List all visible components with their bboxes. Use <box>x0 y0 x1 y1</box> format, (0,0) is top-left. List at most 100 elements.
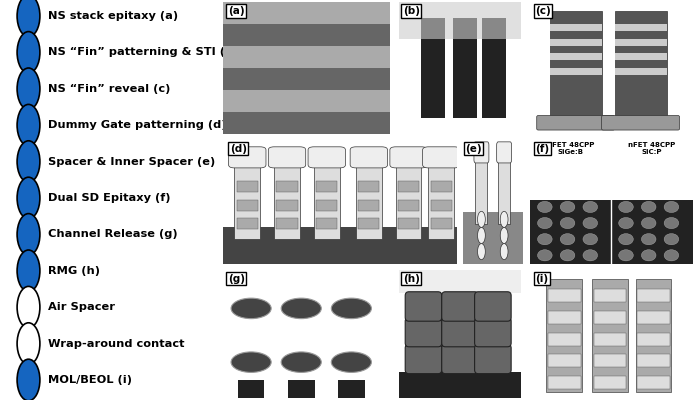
Bar <box>550 24 601 31</box>
Bar <box>316 181 338 192</box>
Bar <box>358 218 379 229</box>
Text: Spacer & Inner Spacer (e): Spacer & Inner Spacer (e) <box>48 157 216 167</box>
Bar <box>431 181 452 192</box>
Bar <box>237 181 258 192</box>
Text: (b): (b) <box>403 6 420 16</box>
Bar <box>594 376 626 389</box>
Text: RMG (h): RMG (h) <box>48 266 100 276</box>
Text: (h): (h) <box>403 274 420 284</box>
Bar <box>594 354 626 367</box>
FancyBboxPatch shape <box>442 292 478 321</box>
Bar <box>594 311 626 324</box>
Circle shape <box>17 68 40 110</box>
Bar <box>638 333 670 346</box>
Bar <box>358 200 379 211</box>
Circle shape <box>619 250 633 261</box>
Circle shape <box>537 218 552 229</box>
FancyBboxPatch shape <box>442 344 478 374</box>
Circle shape <box>619 218 633 229</box>
Circle shape <box>537 250 552 261</box>
Circle shape <box>477 228 485 244</box>
Text: NS “Fin” reveal (c): NS “Fin” reveal (c) <box>48 84 171 94</box>
Bar <box>223 112 390 134</box>
Ellipse shape <box>331 352 372 372</box>
Bar <box>638 376 670 389</box>
Bar <box>276 218 297 229</box>
Circle shape <box>583 250 598 261</box>
Ellipse shape <box>231 352 271 372</box>
Text: (c): (c) <box>535 6 551 16</box>
FancyBboxPatch shape <box>537 116 615 130</box>
Bar <box>550 11 601 124</box>
Bar <box>399 270 521 293</box>
Bar <box>429 150 454 239</box>
Circle shape <box>642 218 656 229</box>
Bar <box>611 200 693 264</box>
Circle shape <box>583 201 598 212</box>
Bar <box>550 54 601 60</box>
Bar <box>288 380 315 398</box>
Bar <box>548 354 580 367</box>
FancyBboxPatch shape <box>405 344 442 374</box>
FancyBboxPatch shape <box>228 147 266 168</box>
Bar <box>548 311 580 324</box>
Circle shape <box>17 323 40 364</box>
Bar <box>638 311 670 324</box>
Circle shape <box>560 201 575 212</box>
Bar <box>464 212 523 264</box>
Bar <box>530 200 611 264</box>
Bar <box>421 18 445 39</box>
Circle shape <box>664 234 679 245</box>
Bar <box>594 333 626 346</box>
Ellipse shape <box>281 352 322 372</box>
Circle shape <box>642 250 656 261</box>
Bar <box>316 218 338 229</box>
Bar <box>398 200 419 211</box>
Bar <box>237 218 258 229</box>
Bar <box>399 372 521 398</box>
Bar <box>550 39 601 46</box>
Bar <box>475 150 487 224</box>
FancyBboxPatch shape <box>475 292 511 321</box>
Bar <box>223 90 390 112</box>
Circle shape <box>560 218 575 229</box>
Circle shape <box>664 250 679 261</box>
Text: (g): (g) <box>228 274 245 284</box>
FancyBboxPatch shape <box>601 116 679 130</box>
Circle shape <box>664 201 679 212</box>
Bar <box>615 39 667 46</box>
Bar <box>431 218 452 229</box>
Bar <box>398 181 419 192</box>
FancyBboxPatch shape <box>422 147 460 168</box>
Circle shape <box>17 104 40 146</box>
Bar <box>548 289 580 302</box>
Bar <box>638 354 670 367</box>
FancyBboxPatch shape <box>405 292 442 321</box>
Bar <box>452 18 477 39</box>
Circle shape <box>17 177 40 219</box>
Bar <box>594 289 626 302</box>
Bar <box>615 24 667 31</box>
Bar <box>482 18 506 39</box>
FancyBboxPatch shape <box>405 317 442 347</box>
Text: (f): (f) <box>535 144 549 154</box>
Circle shape <box>17 250 40 292</box>
Circle shape <box>500 228 508 244</box>
Circle shape <box>560 250 575 261</box>
Bar <box>237 200 258 211</box>
Bar <box>638 289 670 302</box>
Circle shape <box>619 234 633 245</box>
Ellipse shape <box>281 298 322 319</box>
Bar <box>316 200 338 211</box>
Bar <box>452 23 477 118</box>
Circle shape <box>500 211 508 228</box>
Circle shape <box>664 218 679 229</box>
Text: nFET 48CPP
SiC:P: nFET 48CPP SiC:P <box>628 142 676 156</box>
Text: (i): (i) <box>535 274 548 284</box>
Circle shape <box>17 359 40 400</box>
Bar <box>314 150 340 239</box>
Bar <box>338 380 365 398</box>
Text: Air Spacer: Air Spacer <box>48 302 116 312</box>
Bar <box>592 279 628 392</box>
Bar <box>615 11 667 124</box>
